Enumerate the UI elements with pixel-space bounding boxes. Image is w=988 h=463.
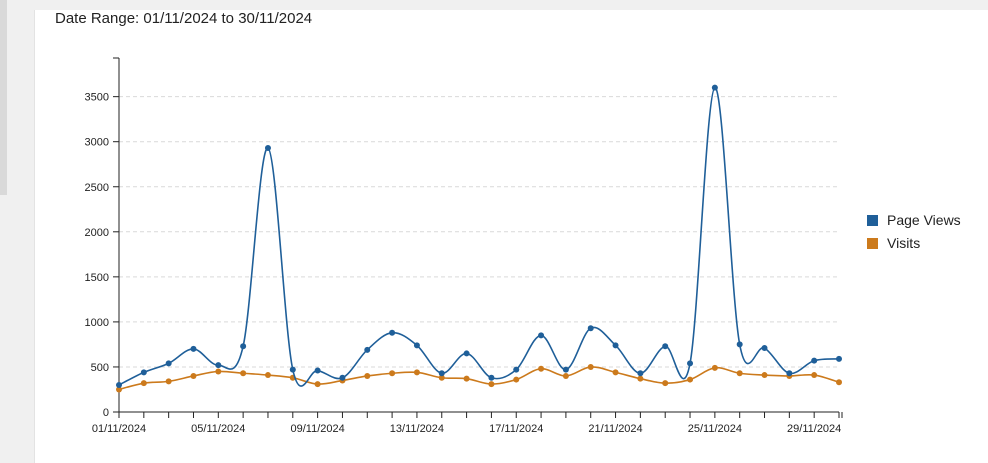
data-point: [711, 364, 718, 371]
x-tick-label: 29/11/2024: [787, 423, 841, 435]
data-point: [314, 381, 321, 388]
x-tick-label: 25/11/2024: [688, 423, 742, 435]
data-point: [413, 369, 420, 376]
data-point: [562, 372, 569, 379]
data-point: [140, 380, 147, 387]
data-point: [339, 374, 346, 381]
data-point: [761, 345, 768, 352]
y-tick-label: 1500: [85, 272, 109, 284]
data-point: [413, 342, 420, 349]
y-tick-label: 3000: [85, 137, 109, 149]
data-point: [811, 372, 818, 379]
data-point: [587, 363, 594, 370]
data-point: [165, 378, 172, 385]
data-point: [538, 365, 545, 372]
data-point: [637, 375, 644, 382]
date-range-label: Date Range: 01/11/2024 to 30/11/2024: [55, 10, 313, 27]
data-point: [215, 362, 222, 369]
data-point: [761, 372, 768, 379]
legend-swatch: [867, 215, 878, 226]
data-point: [264, 145, 271, 152]
legend-label: Visits: [887, 235, 920, 251]
legend-swatch: [867, 238, 878, 249]
x-tick-label: 17/11/2024: [489, 423, 543, 435]
data-point: [786, 370, 793, 377]
data-point: [513, 376, 520, 383]
legend-label: Page Views: [887, 212, 961, 228]
data-point: [488, 381, 495, 388]
data-point: [662, 380, 669, 387]
data-point: [463, 375, 470, 382]
data-point: [587, 325, 594, 332]
top-strip: [0, 0, 988, 10]
y-tick-label: 1000: [85, 317, 109, 329]
data-point: [562, 366, 569, 373]
series-layer: [116, 84, 842, 393]
data-point: [165, 360, 172, 367]
data-point: [736, 341, 743, 348]
data-point: [687, 360, 694, 367]
series-line-page-views: [118, 86, 840, 387]
data-point: [190, 372, 197, 379]
data-point: [711, 84, 718, 91]
data-point: [612, 369, 619, 376]
data-point: [811, 357, 818, 364]
data-point: [240, 370, 247, 377]
y-tick-label: 2500: [85, 182, 109, 194]
data-point: [240, 343, 247, 350]
y-tick-label: 0: [103, 407, 109, 419]
data-point: [736, 370, 743, 377]
data-point: [687, 376, 694, 383]
data-point: [289, 366, 296, 373]
series-line-visits: [118, 366, 840, 391]
data-point: [140, 369, 147, 376]
data-point: [438, 374, 445, 381]
x-tick-label: 21/11/2024: [588, 423, 642, 435]
data-point: [364, 372, 371, 379]
left-gutter: [0, 0, 7, 195]
data-point: [637, 370, 644, 377]
data-point: [314, 367, 321, 374]
data-point: [215, 368, 222, 375]
x-tick-label: 01/11/2024: [92, 423, 146, 435]
data-point: [389, 370, 396, 377]
data-point: [389, 329, 396, 336]
data-point: [116, 386, 122, 393]
chart-panel: Date Range: 01/11/2024 to 30/11/2024 0 50…: [34, 10, 988, 463]
data-point: [438, 370, 445, 377]
data-point: [463, 350, 470, 357]
data-point: [513, 366, 520, 373]
x-tick-label: 13/11/2024: [390, 423, 444, 435]
data-point: [612, 342, 619, 349]
data-point: [538, 332, 545, 339]
grid-lines: [119, 96, 839, 368]
line-chart: 0 500 1000 1500 2000 2500 3000 3500 01/11/2024 05…: [85, 57, 961, 435]
y-tick-label: 2000: [85, 227, 109, 239]
legend: Page Views Visits: [867, 212, 961, 251]
data-point: [662, 343, 669, 350]
x-tick-label: 09/11/2024: [290, 423, 344, 435]
x-tick-label: 05/11/2024: [191, 423, 245, 435]
data-point: [190, 345, 197, 352]
data-point: [364, 346, 371, 353]
data-point: [116, 381, 122, 388]
data-point: [488, 374, 495, 381]
y-tick-label: 3500: [85, 92, 109, 104]
y-tick-label: 500: [91, 362, 109, 374]
axes: 0 500 1000 1500 2000 2500 3000 3500 01/11/2024 05…: [85, 57, 843, 435]
data-point: [836, 379, 842, 386]
data-point: [836, 355, 842, 362]
data-point: [264, 372, 271, 379]
